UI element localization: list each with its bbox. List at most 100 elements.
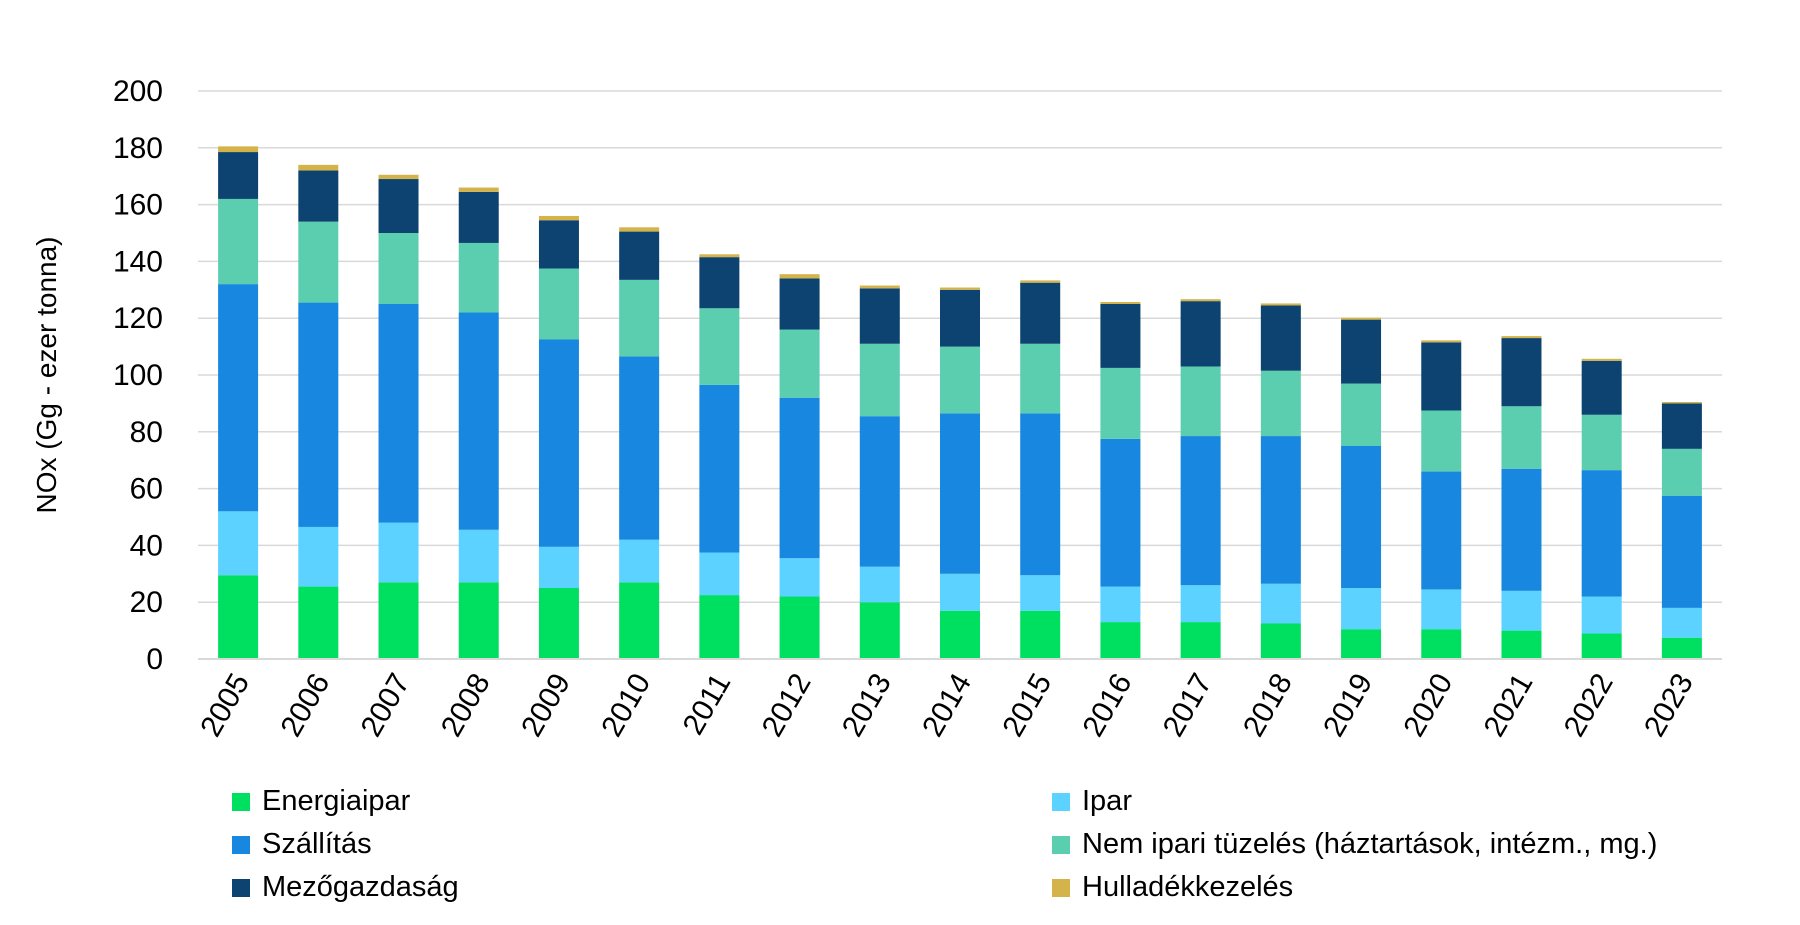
y-axis-label: NOx (Gg - ezer tonna) (31, 237, 62, 514)
bar-segment (1100, 367, 1141, 439)
bar-segment (1180, 622, 1221, 659)
bar-segment (699, 254, 740, 258)
x-tick-label: 2021 (1478, 668, 1540, 742)
y-tick-label: 200 (113, 75, 163, 108)
bar-segment (1661, 401, 1702, 404)
bar-segment (619, 356, 660, 540)
bar-segment (1501, 406, 1542, 469)
bar-segment (619, 231, 660, 280)
y-tick-label: 80 (130, 416, 163, 449)
x-tick-label: 2006 (274, 668, 336, 742)
bar-segment (619, 539, 660, 583)
x-tick-label: 2019 (1317, 668, 1379, 742)
bar-segment (298, 170, 339, 222)
bar-segment (1020, 575, 1061, 611)
bar-segment (1581, 633, 1622, 659)
bar-segment (378, 304, 419, 523)
bar-segment (1421, 589, 1462, 630)
bar-segment (1100, 622, 1141, 659)
bar-segment (1341, 629, 1382, 659)
bar-segment (218, 198, 259, 285)
x-tick-label: 2007 (355, 668, 417, 742)
bar-segment (1421, 342, 1462, 411)
bar-segment (940, 610, 980, 659)
x-tick-label: 2022 (1558, 668, 1620, 742)
bar-segment (538, 215, 579, 221)
bar-segment (378, 179, 419, 233)
bar-segment (699, 257, 740, 309)
bar-segment (1180, 299, 1221, 302)
x-tick-label: 2016 (1077, 668, 1139, 742)
x-tick-labels: 2005 2006 2007 2008 2009 2010 2011 2012 2013 2014… (194, 668, 1700, 742)
bar-segment (1260, 303, 1301, 306)
bar-segment (538, 220, 579, 269)
bar-segment (1661, 448, 1702, 496)
bar-segment (538, 339, 579, 547)
x-tick-label: 2010 (595, 668, 657, 742)
bar-segment (298, 164, 339, 171)
bar-segment (1100, 438, 1141, 587)
bar-segment (1020, 343, 1061, 414)
x-tick-label: 2014 (916, 668, 978, 742)
bar-segment (1100, 302, 1141, 304)
bar-segment (218, 146, 259, 153)
bar-segment (1020, 610, 1061, 659)
bar-segment (1341, 446, 1382, 588)
x-tick-label: 2011 (677, 668, 738, 740)
bar-segment (538, 268, 579, 340)
bar-segment (1020, 413, 1061, 576)
y-tick-label: 0 (146, 643, 163, 676)
bar-segment (779, 329, 820, 398)
x-tick-label: 2005 (194, 668, 256, 742)
bar-segment (1661, 637, 1702, 659)
bar-segment (619, 582, 660, 659)
bar-segment (619, 227, 660, 232)
bar-segment (1501, 338, 1542, 407)
bar-segment (859, 416, 900, 567)
bar-segment (218, 284, 259, 512)
bar-segment (1260, 436, 1301, 584)
bar-segment (859, 343, 900, 417)
bar-segment (1341, 383, 1382, 446)
bar-segment (1180, 436, 1221, 586)
bar-segment (1100, 304, 1141, 368)
bar-segment (1100, 586, 1141, 623)
bar-segment (1260, 370, 1301, 437)
bar-segment (1581, 358, 1622, 361)
bar-segment (378, 233, 419, 304)
x-tick-label: 2018 (1237, 668, 1299, 742)
bar-segment (619, 279, 660, 357)
bar-segment (779, 274, 820, 279)
y-tick-label: 120 (113, 302, 163, 335)
bar-segment (458, 312, 499, 530)
bar-segment (699, 595, 740, 659)
bar-segment (378, 174, 419, 180)
bar-segment (1421, 471, 1462, 590)
y-tick-label: 100 (113, 359, 163, 392)
bar-segment (298, 221, 339, 303)
bar-segment (538, 588, 579, 659)
y-tick-label: 40 (130, 529, 163, 562)
bar-segment (699, 308, 740, 385)
bar-segment (458, 242, 499, 313)
bar-segment (1341, 588, 1382, 630)
bar-segment (940, 573, 980, 611)
bar-segment (1260, 623, 1301, 659)
bar-segment (378, 522, 419, 583)
y-tick-label: 60 (130, 473, 163, 506)
bar-segment (298, 526, 339, 587)
bar-segment (1180, 301, 1221, 367)
y-tick-label: 160 (113, 189, 163, 222)
bar-segment (699, 552, 740, 596)
bar-segment (779, 558, 820, 597)
y-tick-label: 140 (113, 245, 163, 278)
x-tick-label: 2009 (515, 668, 577, 742)
bar-segment (1260, 583, 1301, 624)
bar-segment (218, 511, 259, 576)
x-tick-label: 2017 (1157, 668, 1219, 742)
bar-segment (1020, 280, 1061, 283)
bar-segment (458, 582, 499, 659)
bar-segment (1501, 630, 1542, 659)
y-tick-label: 20 (130, 586, 163, 619)
